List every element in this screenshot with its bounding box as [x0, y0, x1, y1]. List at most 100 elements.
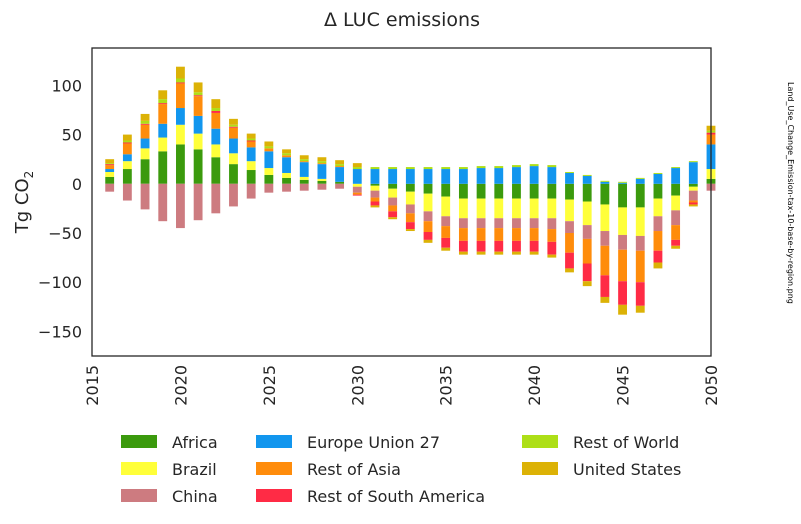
bar-segment — [229, 124, 238, 127]
bar-segment — [388, 217, 398, 220]
bar-segment — [688, 204, 698, 207]
bar-segment — [671, 245, 681, 249]
bar-segment — [335, 160, 345, 165]
bar-segment — [352, 194, 362, 196]
bar-segment — [246, 170, 256, 184]
bar-segment — [122, 183, 132, 201]
bar-segment — [512, 240, 521, 252]
bar-segment — [600, 275, 610, 297]
bar-segment — [193, 92, 203, 96]
bar-segment — [529, 164, 539, 167]
bar-segment — [458, 218, 468, 229]
bar-segment — [458, 228, 468, 241]
bar-segment — [458, 169, 468, 184]
bar-segment — [529, 183, 539, 199]
bar-segment — [565, 172, 574, 184]
bar-segment — [458, 240, 468, 252]
legend-label: Rest of World — [573, 433, 679, 452]
bar-segment — [529, 198, 539, 219]
bar-segment — [653, 250, 663, 263]
bar-segment — [494, 168, 504, 184]
bar-segment — [653, 262, 663, 269]
bar-segment — [176, 78, 185, 83]
bar-segment — [335, 181, 345, 184]
bar-segment — [688, 186, 698, 191]
bar-segment — [458, 251, 468, 255]
bar-segment — [653, 173, 663, 184]
bar-segment — [405, 222, 415, 230]
bar-segment — [618, 182, 627, 184]
bar-segment — [335, 183, 345, 189]
bar-segment — [176, 82, 185, 84]
legend-swatch — [256, 489, 292, 502]
bar-segment — [122, 134, 132, 141]
bar-segment — [246, 147, 256, 162]
side-note: Land_Use_Change_Emission-tax-10-base-by-… — [786, 82, 795, 304]
bar-segment — [282, 183, 291, 192]
legend-swatch — [256, 462, 292, 475]
bar-segment — [370, 201, 380, 206]
bar-segment — [600, 231, 610, 246]
bar-segment — [140, 113, 150, 121]
x-tick-label: 2030 — [348, 365, 367, 406]
bar-segment — [582, 225, 592, 239]
bar-segment — [211, 99, 221, 109]
bar-segment — [494, 198, 504, 219]
bar-segment — [105, 169, 115, 172]
bar-segment — [370, 197, 380, 202]
bar-segment — [317, 164, 327, 179]
bar-segment — [388, 188, 398, 198]
bar-segment — [105, 159, 115, 164]
bar-segment — [600, 245, 610, 276]
bar-segment — [317, 178, 327, 181]
bar-segment — [122, 169, 132, 184]
bar-segment — [105, 176, 115, 184]
bar-segment — [405, 183, 415, 192]
bar-segment — [140, 183, 150, 210]
bar-segment — [547, 254, 557, 258]
bar-segment — [370, 169, 380, 184]
bar-segment — [370, 167, 380, 170]
bar-segment — [140, 159, 150, 184]
bar-segment — [423, 221, 433, 233]
bar-segment — [423, 169, 433, 184]
bar-segment — [494, 183, 504, 199]
bar-segment — [105, 171, 115, 177]
bar-segment — [140, 120, 150, 124]
bar-segment — [512, 183, 521, 199]
bar-segment — [635, 250, 645, 283]
bar-segment — [229, 153, 238, 165]
bar-segment — [512, 218, 521, 229]
bar-segment — [618, 281, 627, 305]
bar-segment — [688, 200, 698, 203]
bar-segment — [671, 183, 681, 196]
bar-segment — [600, 183, 610, 205]
bar-segment — [512, 228, 521, 241]
bar-segment — [512, 251, 521, 255]
bar-segment — [405, 204, 415, 214]
bar-segment — [565, 183, 574, 200]
legend-swatch — [522, 462, 558, 475]
bar-segment — [246, 183, 256, 199]
bar-segment — [512, 198, 521, 219]
bar-segment — [229, 127, 238, 139]
bar-segment — [335, 166, 345, 168]
bar-segment — [211, 112, 221, 129]
legend-label: United States — [573, 460, 681, 479]
bar-segment — [441, 216, 451, 227]
bar-segment — [299, 159, 309, 162]
bar-segment — [405, 213, 415, 223]
bar-segment — [653, 231, 663, 251]
chart-title: Δ LUC emissions — [324, 9, 480, 31]
bar-segment — [600, 181, 610, 184]
bar-segment — [122, 143, 132, 155]
bar-segment — [671, 239, 681, 246]
bar-segment — [653, 183, 663, 199]
bar-segment — [193, 95, 203, 97]
bar-segment — [635, 305, 645, 313]
bar-segment — [565, 252, 574, 269]
bar-segment — [618, 304, 627, 315]
bar-segment — [565, 221, 574, 233]
plot-frame — [91, 47, 712, 357]
